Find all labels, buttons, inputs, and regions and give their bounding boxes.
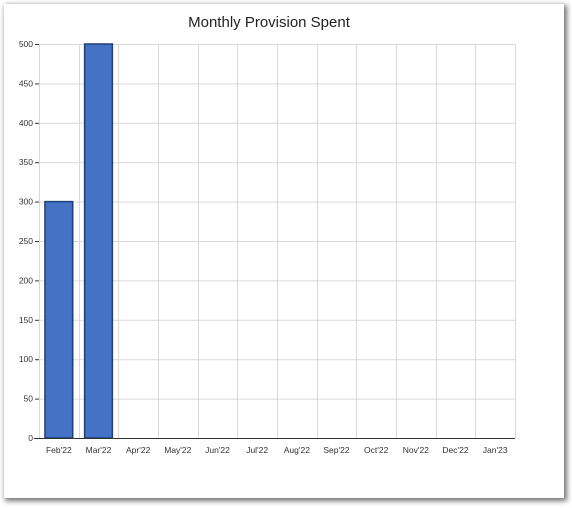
x-tick-label: Aug'22 bbox=[284, 445, 310, 455]
y-tick-label: 0 bbox=[28, 433, 33, 443]
y-tick-label: 450 bbox=[19, 78, 33, 88]
x-tick-label: Nov'22 bbox=[403, 445, 429, 455]
y-tick-label: 100 bbox=[19, 354, 33, 364]
y-tick-label: 500 bbox=[19, 39, 33, 49]
bar-Mar22 bbox=[83, 43, 114, 439]
x-tick-label: Feb'22 bbox=[46, 445, 72, 455]
x-tick-label: Sep'22 bbox=[323, 445, 349, 455]
y-tick-label: 250 bbox=[19, 236, 33, 246]
y-tick-label: 200 bbox=[19, 275, 33, 285]
x-tick-label: Dec'22 bbox=[442, 445, 468, 455]
y-tick-label: 150 bbox=[19, 315, 33, 325]
y-tick-label: 350 bbox=[19, 157, 33, 167]
bar-Feb22 bbox=[44, 200, 74, 439]
chart-card: Monthly Provision Spent 0 50 100 150 200 250 3… bbox=[4, 4, 564, 498]
x-tick-label: Jul'22 bbox=[246, 445, 268, 455]
x-tick-label: Apr'22 bbox=[126, 445, 151, 455]
y-tick-label: 400 bbox=[19, 118, 33, 128]
bar-chart: 0 50 100 150 200 250 300 350 400 450 500 Feb'22 Mar'… bbox=[19, 39, 516, 455]
x-tick-label: Oct'22 bbox=[364, 445, 389, 455]
chart-title: Monthly Provision Spent bbox=[188, 14, 350, 31]
x-tick-label: May'22 bbox=[164, 445, 191, 455]
y-tick-label: 50 bbox=[24, 394, 34, 404]
x-tick-label: Jan'23 bbox=[483, 445, 508, 455]
x-tick-label: Mar'22 bbox=[86, 445, 112, 455]
y-tick-label: 300 bbox=[19, 197, 33, 207]
x-tick-label: Jun'22 bbox=[205, 445, 230, 455]
